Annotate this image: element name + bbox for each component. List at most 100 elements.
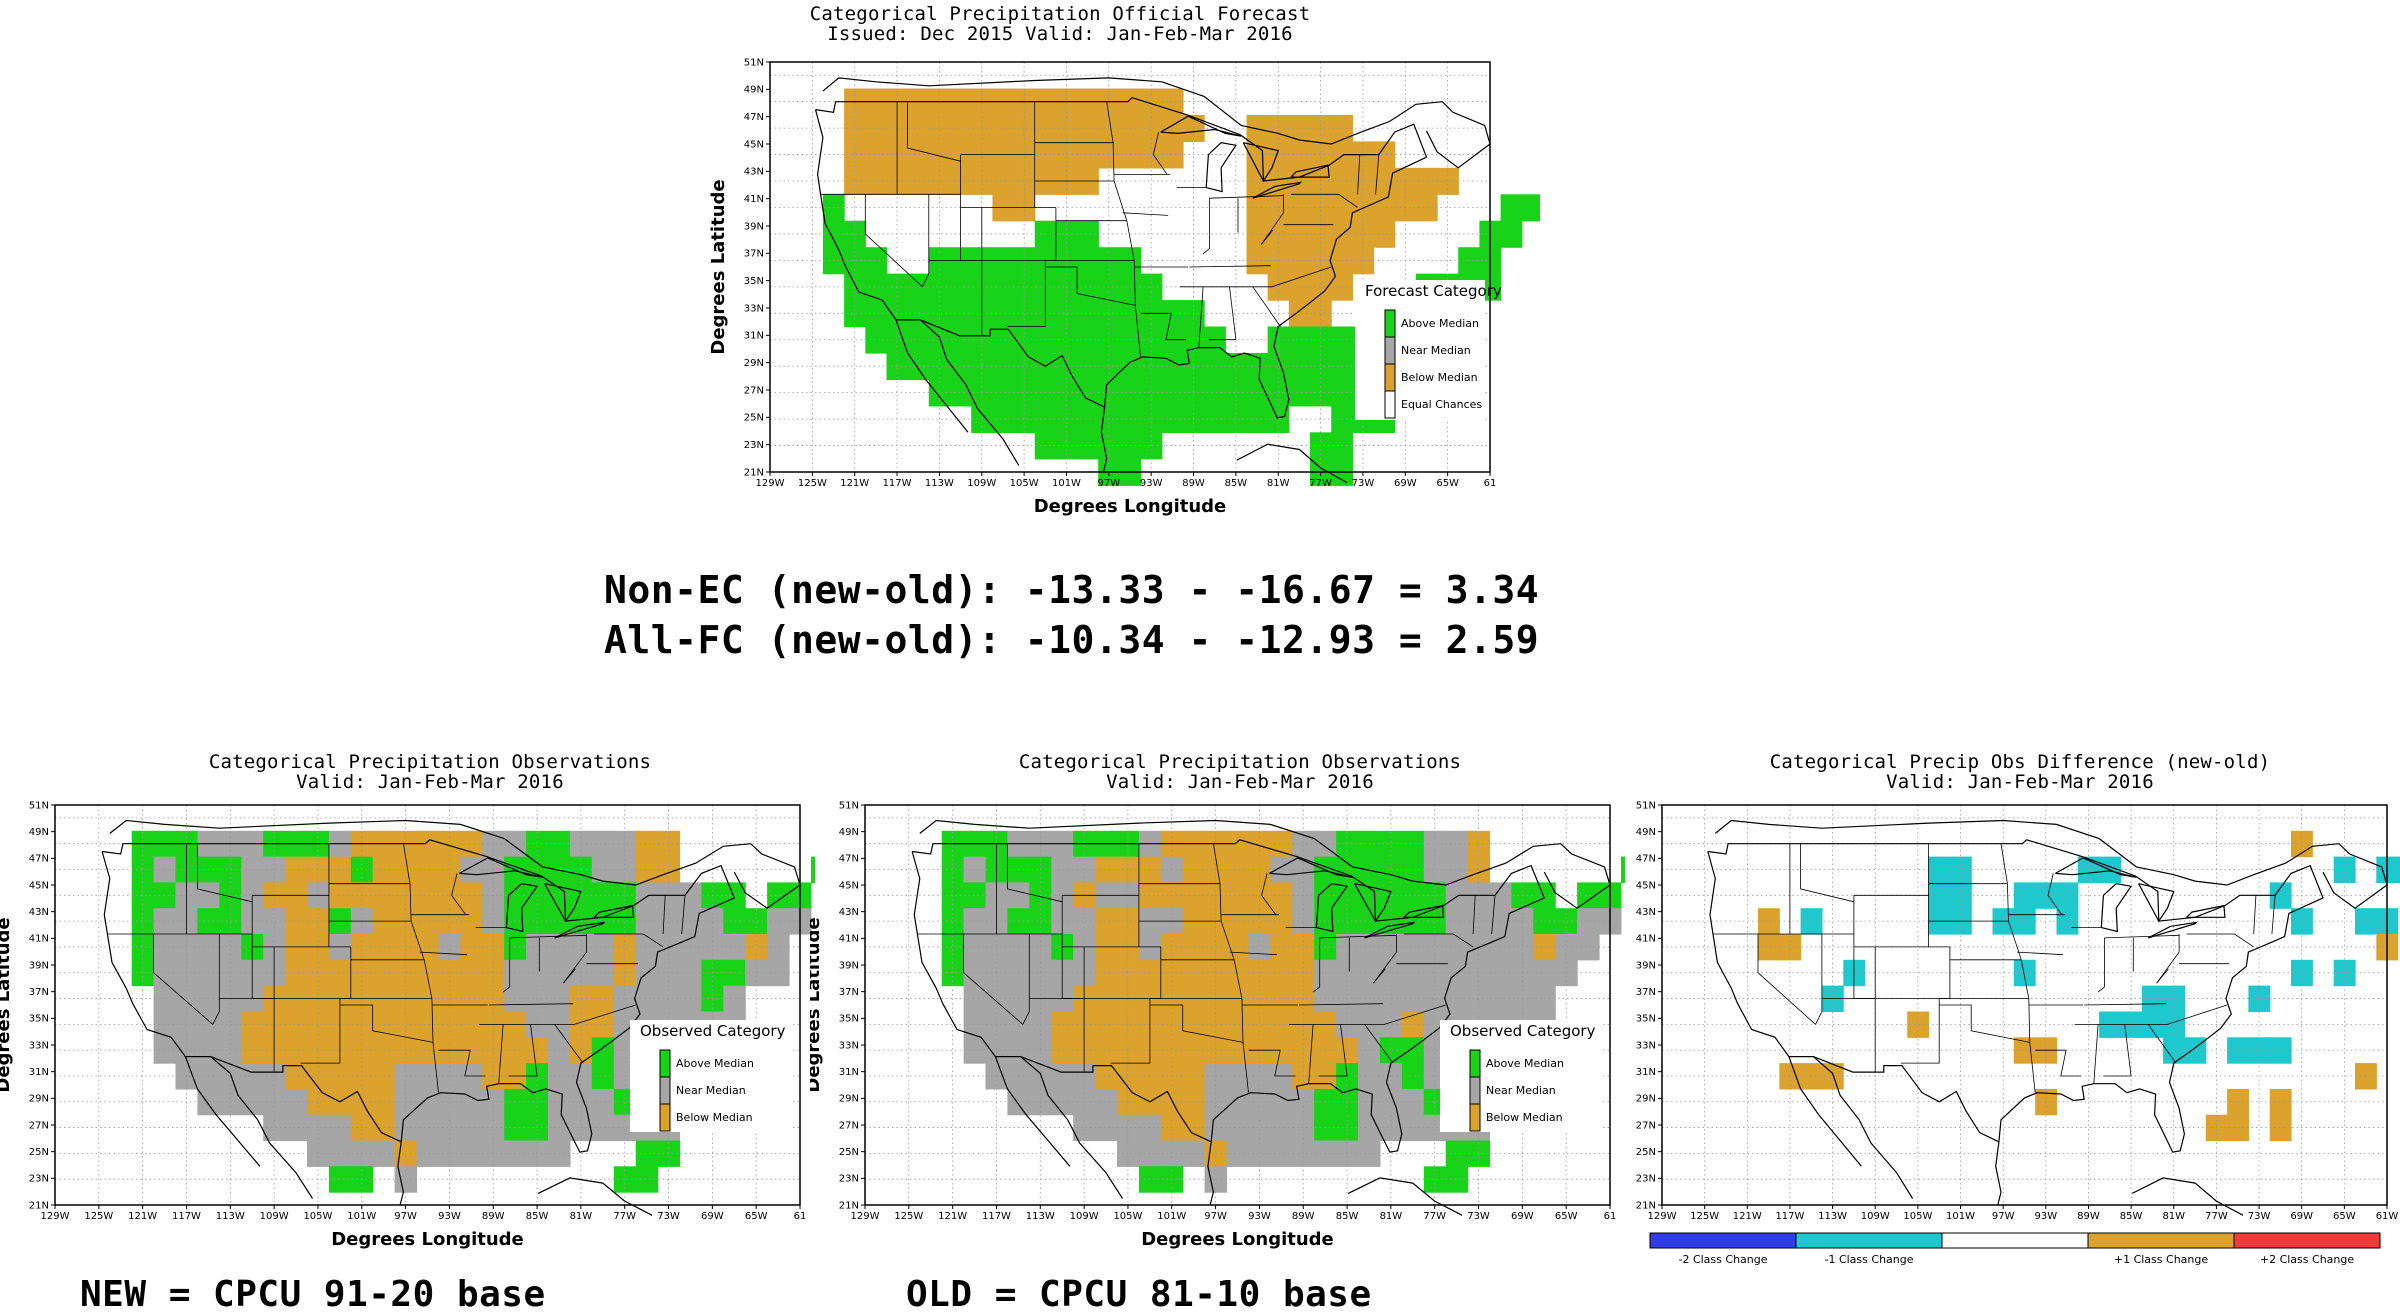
gulf-mexico-coast <box>1100 407 1108 473</box>
grid-cell <box>992 300 1015 328</box>
grid-cell <box>2333 856 2356 883</box>
x-tick-label: 93W <box>2035 1211 2058 1222</box>
grid-cell <box>1292 1140 1315 1167</box>
grid-cell <box>241 1063 264 1090</box>
grid-cell <box>460 1011 483 1038</box>
grid-cell <box>307 1011 330 1038</box>
state-border <box>339 1004 434 1043</box>
grid-cell <box>1270 830 1293 858</box>
x-tick-label: 81W <box>1380 1211 1403 1222</box>
state-border <box>451 873 467 915</box>
mexico-coast <box>919 319 1020 466</box>
state-border <box>2104 934 2180 939</box>
grid-cell <box>1226 882 1249 909</box>
state-border <box>1357 154 1361 195</box>
legend-swatch <box>1469 1103 1481 1132</box>
grid-cell <box>2163 1011 2185 1038</box>
grid-cell <box>1779 934 1802 961</box>
grid-cell <box>1051 856 1074 883</box>
grid-cell <box>928 167 951 195</box>
state-border <box>1022 934 1030 1025</box>
gridlines <box>1662 805 2387 1205</box>
y-tick-label: 51N <box>1636 800 1656 811</box>
state-border <box>1106 101 1141 357</box>
grid-cell <box>307 1037 330 1064</box>
grid-cell <box>1288 326 1311 354</box>
grid-cell <box>1138 959 1162 987</box>
grid-cell <box>1095 1063 1118 1090</box>
plot-frame <box>769 61 1491 473</box>
grid-cell <box>1379 1037 1403 1064</box>
grid-cell <box>767 882 790 909</box>
grid-cell <box>1138 1114 1162 1142</box>
grid-cell <box>1577 882 1600 909</box>
legend-label: Near Median <box>1486 1084 1556 1097</box>
grid-cell <box>941 856 965 883</box>
legend-title: Observed Category <box>1450 1022 1596 1040</box>
state-border <box>1209 195 1284 199</box>
legend-label: Near Median <box>1401 344 1471 357</box>
grid-cell <box>1445 908 1469 935</box>
grid-cell <box>1013 167 1036 195</box>
grid-cell <box>328 1063 352 1090</box>
y-tick-label: 49N <box>839 827 859 838</box>
grid-cell <box>1051 1037 1074 1064</box>
grid-cell <box>1095 908 1118 935</box>
x-tick-label: 81W <box>570 1211 593 1222</box>
grid-cell <box>1226 856 1249 883</box>
grid-cell <box>1621 856 1625 883</box>
grid-cell <box>1161 379 1184 407</box>
grid-cell <box>635 882 659 909</box>
state-border <box>1312 937 1321 993</box>
grid-cell <box>1248 856 1271 883</box>
grid-cell <box>1055 300 1078 328</box>
grid-cell <box>1098 326 1120 354</box>
geography <box>101 819 801 1216</box>
grid-cell <box>1288 194 1311 222</box>
colorbar-label: +1 Class Change <box>2114 1253 2208 1266</box>
axis-labels: 129W 125W 121W 117W 113W 109W 105W 101W 97W 93W 89… <box>839 800 1617 1222</box>
gulf-mexico-coast <box>1207 1141 1215 1206</box>
gulf-mexico-coast <box>397 1141 405 1206</box>
x-tick-label: 73W <box>2248 1211 2271 1222</box>
grid-cell <box>1077 432 1099 460</box>
grid-cell <box>1051 1011 1074 1038</box>
grid-cell <box>992 167 1015 195</box>
grid-cell <box>241 1088 264 1116</box>
observation-map-new: 129W 125W 121W 117W 113W 109W 105W 101W 97W 93W 89… <box>0 800 815 1250</box>
state-border <box>153 934 214 1025</box>
y-tick-label: 39N <box>839 960 859 971</box>
state-border <box>1260 229 1274 245</box>
grid-cell <box>1270 959 1293 987</box>
x-tick-label: 113W <box>216 1211 245 1222</box>
y-tick-label: 27N <box>1636 1120 1656 1131</box>
grid-cell <box>1267 379 1290 407</box>
grid-cell <box>285 1011 308 1038</box>
grid-cell <box>1270 882 1293 909</box>
baja-coast <box>1788 1056 1862 1167</box>
great-lake <box>554 921 606 939</box>
y-tick-label: 35N <box>29 1014 49 1025</box>
grid-cell <box>591 1114 615 1142</box>
x-axis-label: Degrees Longitude <box>1034 496 1227 517</box>
grid-cell <box>460 934 483 961</box>
state-border <box>1198 286 1204 348</box>
grid-cell <box>635 985 659 1012</box>
grid-cell <box>569 830 593 858</box>
grid-cell <box>1138 1166 1162 1193</box>
legend-label: Above Median <box>1401 317 1479 330</box>
grid-cell <box>285 959 308 987</box>
grid-cell <box>1117 1011 1140 1038</box>
grid-cell <box>1423 830 1447 858</box>
grid-cell <box>1204 1037 1228 1064</box>
grid-cell <box>950 114 972 142</box>
grid-cell <box>1140 114 1163 142</box>
grid-cell <box>844 300 866 328</box>
grid-cell <box>1310 141 1332 169</box>
grid-cell <box>1225 405 1248 433</box>
grid-cell <box>1204 934 1228 961</box>
grid-cell <box>1445 1140 1469 1167</box>
state-border <box>1373 968 1386 984</box>
y-tick-label: 49N <box>744 85 764 96</box>
grid-cell <box>1226 1140 1249 1167</box>
